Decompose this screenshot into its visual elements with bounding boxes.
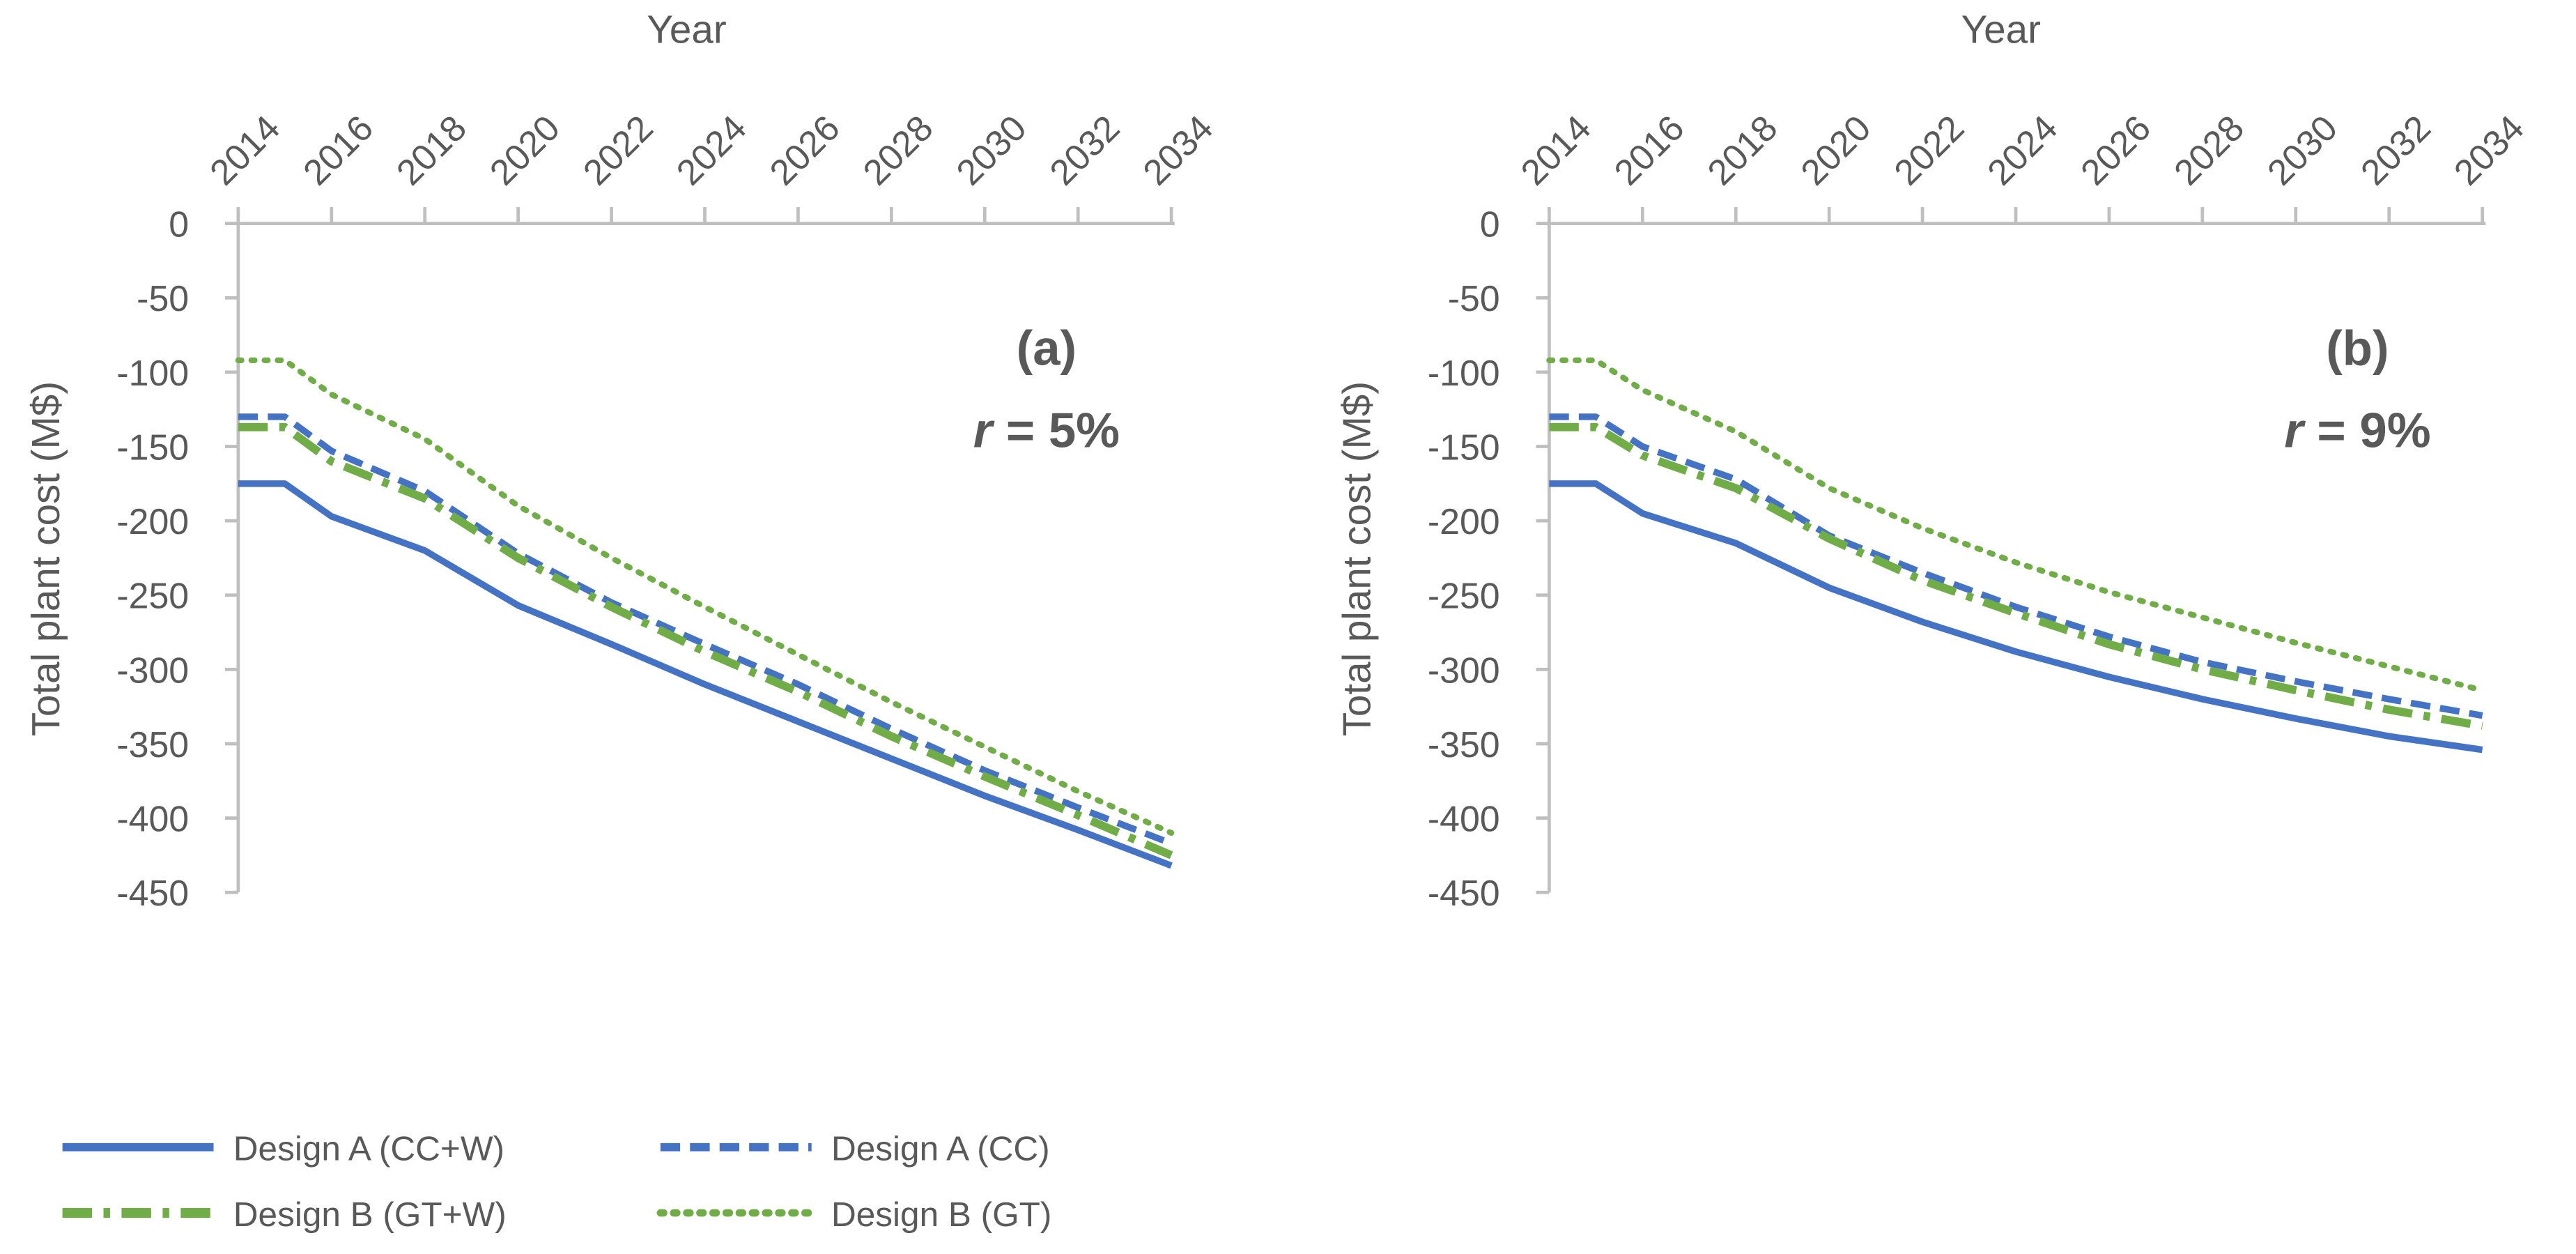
series-line-design-a-cc-w: [238, 480, 1173, 869]
x-tick-label: 2020: [1793, 107, 1879, 193]
x-tick-label: 2028: [855, 107, 941, 193]
y-tick-label: -250: [1428, 576, 1500, 616]
series-line-design-a-cc-w: [1549, 480, 2483, 754]
y-tick-label: -400: [116, 799, 189, 839]
y-tick-label: -450: [116, 873, 189, 913]
legend: Design A (CC+W) Design A (CC) Design B (GT…: [62, 1130, 1051, 1234]
y-tick-label: -300: [1428, 650, 1500, 690]
y-tick-label: -50: [1448, 278, 1500, 319]
x-tick-label: 2026: [2073, 107, 2159, 193]
y-axis-title: Total plant cost (M$): [1334, 381, 1378, 736]
y-tick-label: -100: [116, 353, 189, 393]
y-tick-label: -250: [116, 576, 189, 616]
series-line-design-b-gt-w: [238, 422, 1173, 859]
x-tick-label: 2024: [668, 107, 754, 193]
y-tick-label: -300: [116, 650, 189, 690]
x-tick-label: 2032: [1042, 107, 1127, 193]
y-tick-label: 0: [1480, 204, 1500, 245]
x-tick-label: 2022: [575, 107, 661, 193]
rate-annotation: r = 5%: [973, 402, 1120, 457]
rate-value: = 5%: [992, 402, 1120, 457]
x-tick-label: 2030: [948, 107, 1034, 193]
legend-label: Design B (GT+W): [233, 1195, 507, 1234]
y-tick-label: -400: [1428, 799, 1500, 839]
x-tick-label: 2034: [1135, 107, 1221, 193]
chart-panel-b: 2014 2016 2018 2020 2022 2024 2026 2028 2030 2032…: [1334, 7, 2531, 913]
legend-label: Design B (GT): [831, 1195, 1051, 1234]
y-tick-label: 0: [169, 204, 189, 245]
chart-panel-a: 2014 2016 2018 2020 2022 2024 2026 2028 2030 2032…: [24, 7, 1221, 913]
y-tick-label: -100: [1428, 353, 1500, 393]
x-tick-label: 2020: [482, 107, 568, 193]
panel-label: (a): [1017, 320, 1077, 375]
x-tick-label: 2032: [2353, 107, 2439, 193]
legend-item: Design A (CC+W): [62, 1130, 504, 1168]
legend-label: Design A (CC): [831, 1130, 1050, 1168]
x-tick-label: 2016: [295, 107, 381, 193]
rate-variable: r: [973, 402, 995, 457]
y-tick-label: -150: [1428, 427, 1500, 467]
x-axis-title: Year: [647, 7, 726, 51]
y-tick-label: -350: [116, 724, 189, 765]
y-tick-label: -450: [1428, 873, 1500, 913]
series-line-design-a-cc: [238, 413, 1173, 847]
rate-annotation: r = 9%: [2284, 402, 2430, 457]
series-line-design-b-gt: [1546, 357, 2485, 694]
x-tick-label: 2024: [1980, 107, 2065, 193]
x-tick-label: 2018: [1699, 107, 1785, 193]
y-axis-title: Total plant cost (M$): [24, 381, 68, 736]
y-tick-label: -150: [116, 427, 189, 467]
legend-label: Design A (CC+W): [233, 1130, 504, 1168]
x-tick-label: 2016: [1606, 107, 1692, 193]
rate-variable: r: [2284, 402, 2306, 457]
series-line-design-a-cc: [1549, 413, 2483, 719]
series-line-design-b-gt: [235, 357, 1175, 836]
x-tick-label: 2028: [2166, 107, 2252, 193]
x-tick-label: 2014: [202, 107, 288, 193]
legend-item: Design B (GT+W): [62, 1195, 507, 1234]
y-tick-label: -50: [137, 278, 189, 319]
legend-item: Design B (GT): [656, 1195, 1051, 1234]
panel-label: (b): [2326, 320, 2389, 375]
x-tick-label: 2034: [2446, 107, 2532, 193]
x-axis-title: Year: [1961, 7, 2041, 51]
x-tick-label: 2030: [2260, 107, 2345, 193]
y-tick-label: -200: [1428, 501, 1500, 542]
legend-item: Design A (CC): [660, 1130, 1050, 1168]
series-line-design-b-gt-w: [1549, 422, 2483, 731]
x-tick-label: 2022: [1886, 107, 1972, 193]
x-tick-label: 2026: [762, 107, 847, 193]
x-tick-label: 2014: [1513, 107, 1598, 193]
y-tick-label: -200: [116, 501, 189, 542]
x-tick-label: 2018: [389, 107, 475, 193]
y-tick-label: -350: [1428, 724, 1500, 765]
rate-value: = 9%: [2304, 402, 2431, 457]
